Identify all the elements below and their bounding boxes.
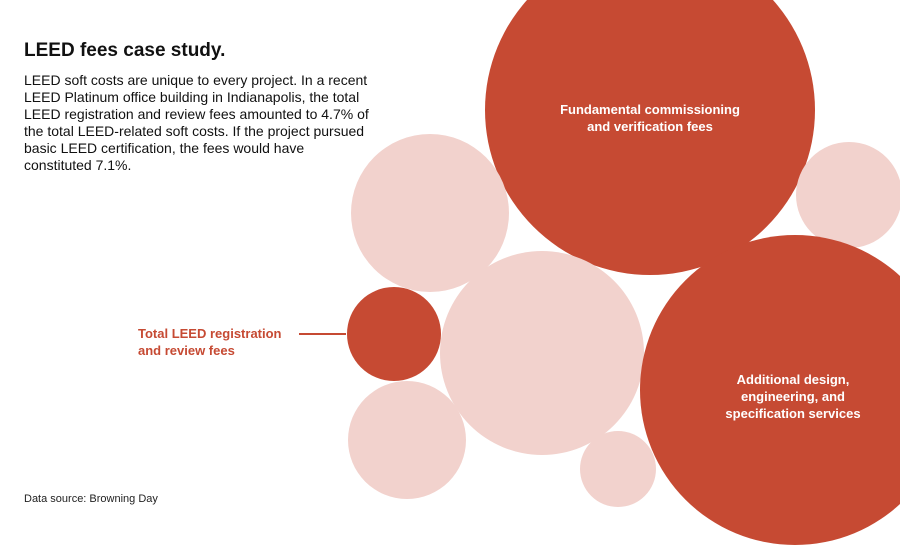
bubble-label-fundamental-commissioning: Fundamental commissioning and verificatio… bbox=[560, 102, 740, 134]
bubble-fundamental-commissioning bbox=[485, 0, 815, 275]
callout-label-registration-review: Total LEED registration and review fees bbox=[138, 326, 282, 358]
bubble-other-2 bbox=[440, 251, 644, 455]
description-text: LEED soft costs are unique to every proj… bbox=[24, 72, 369, 173]
bubble-other-4 bbox=[796, 142, 900, 248]
page-title: LEED fees case study. bbox=[24, 40, 226, 61]
bubble-other-1 bbox=[351, 134, 509, 292]
data-source-note: Data source: Browning Day bbox=[24, 493, 158, 505]
bubble-registration-review bbox=[347, 287, 441, 381]
bubble-additional-design bbox=[640, 235, 900, 545]
bubble-other-5 bbox=[580, 431, 656, 507]
bubble-other-3 bbox=[348, 381, 466, 499]
bubble-label-additional-design: Additional design, engineering, and specif… bbox=[725, 372, 860, 421]
